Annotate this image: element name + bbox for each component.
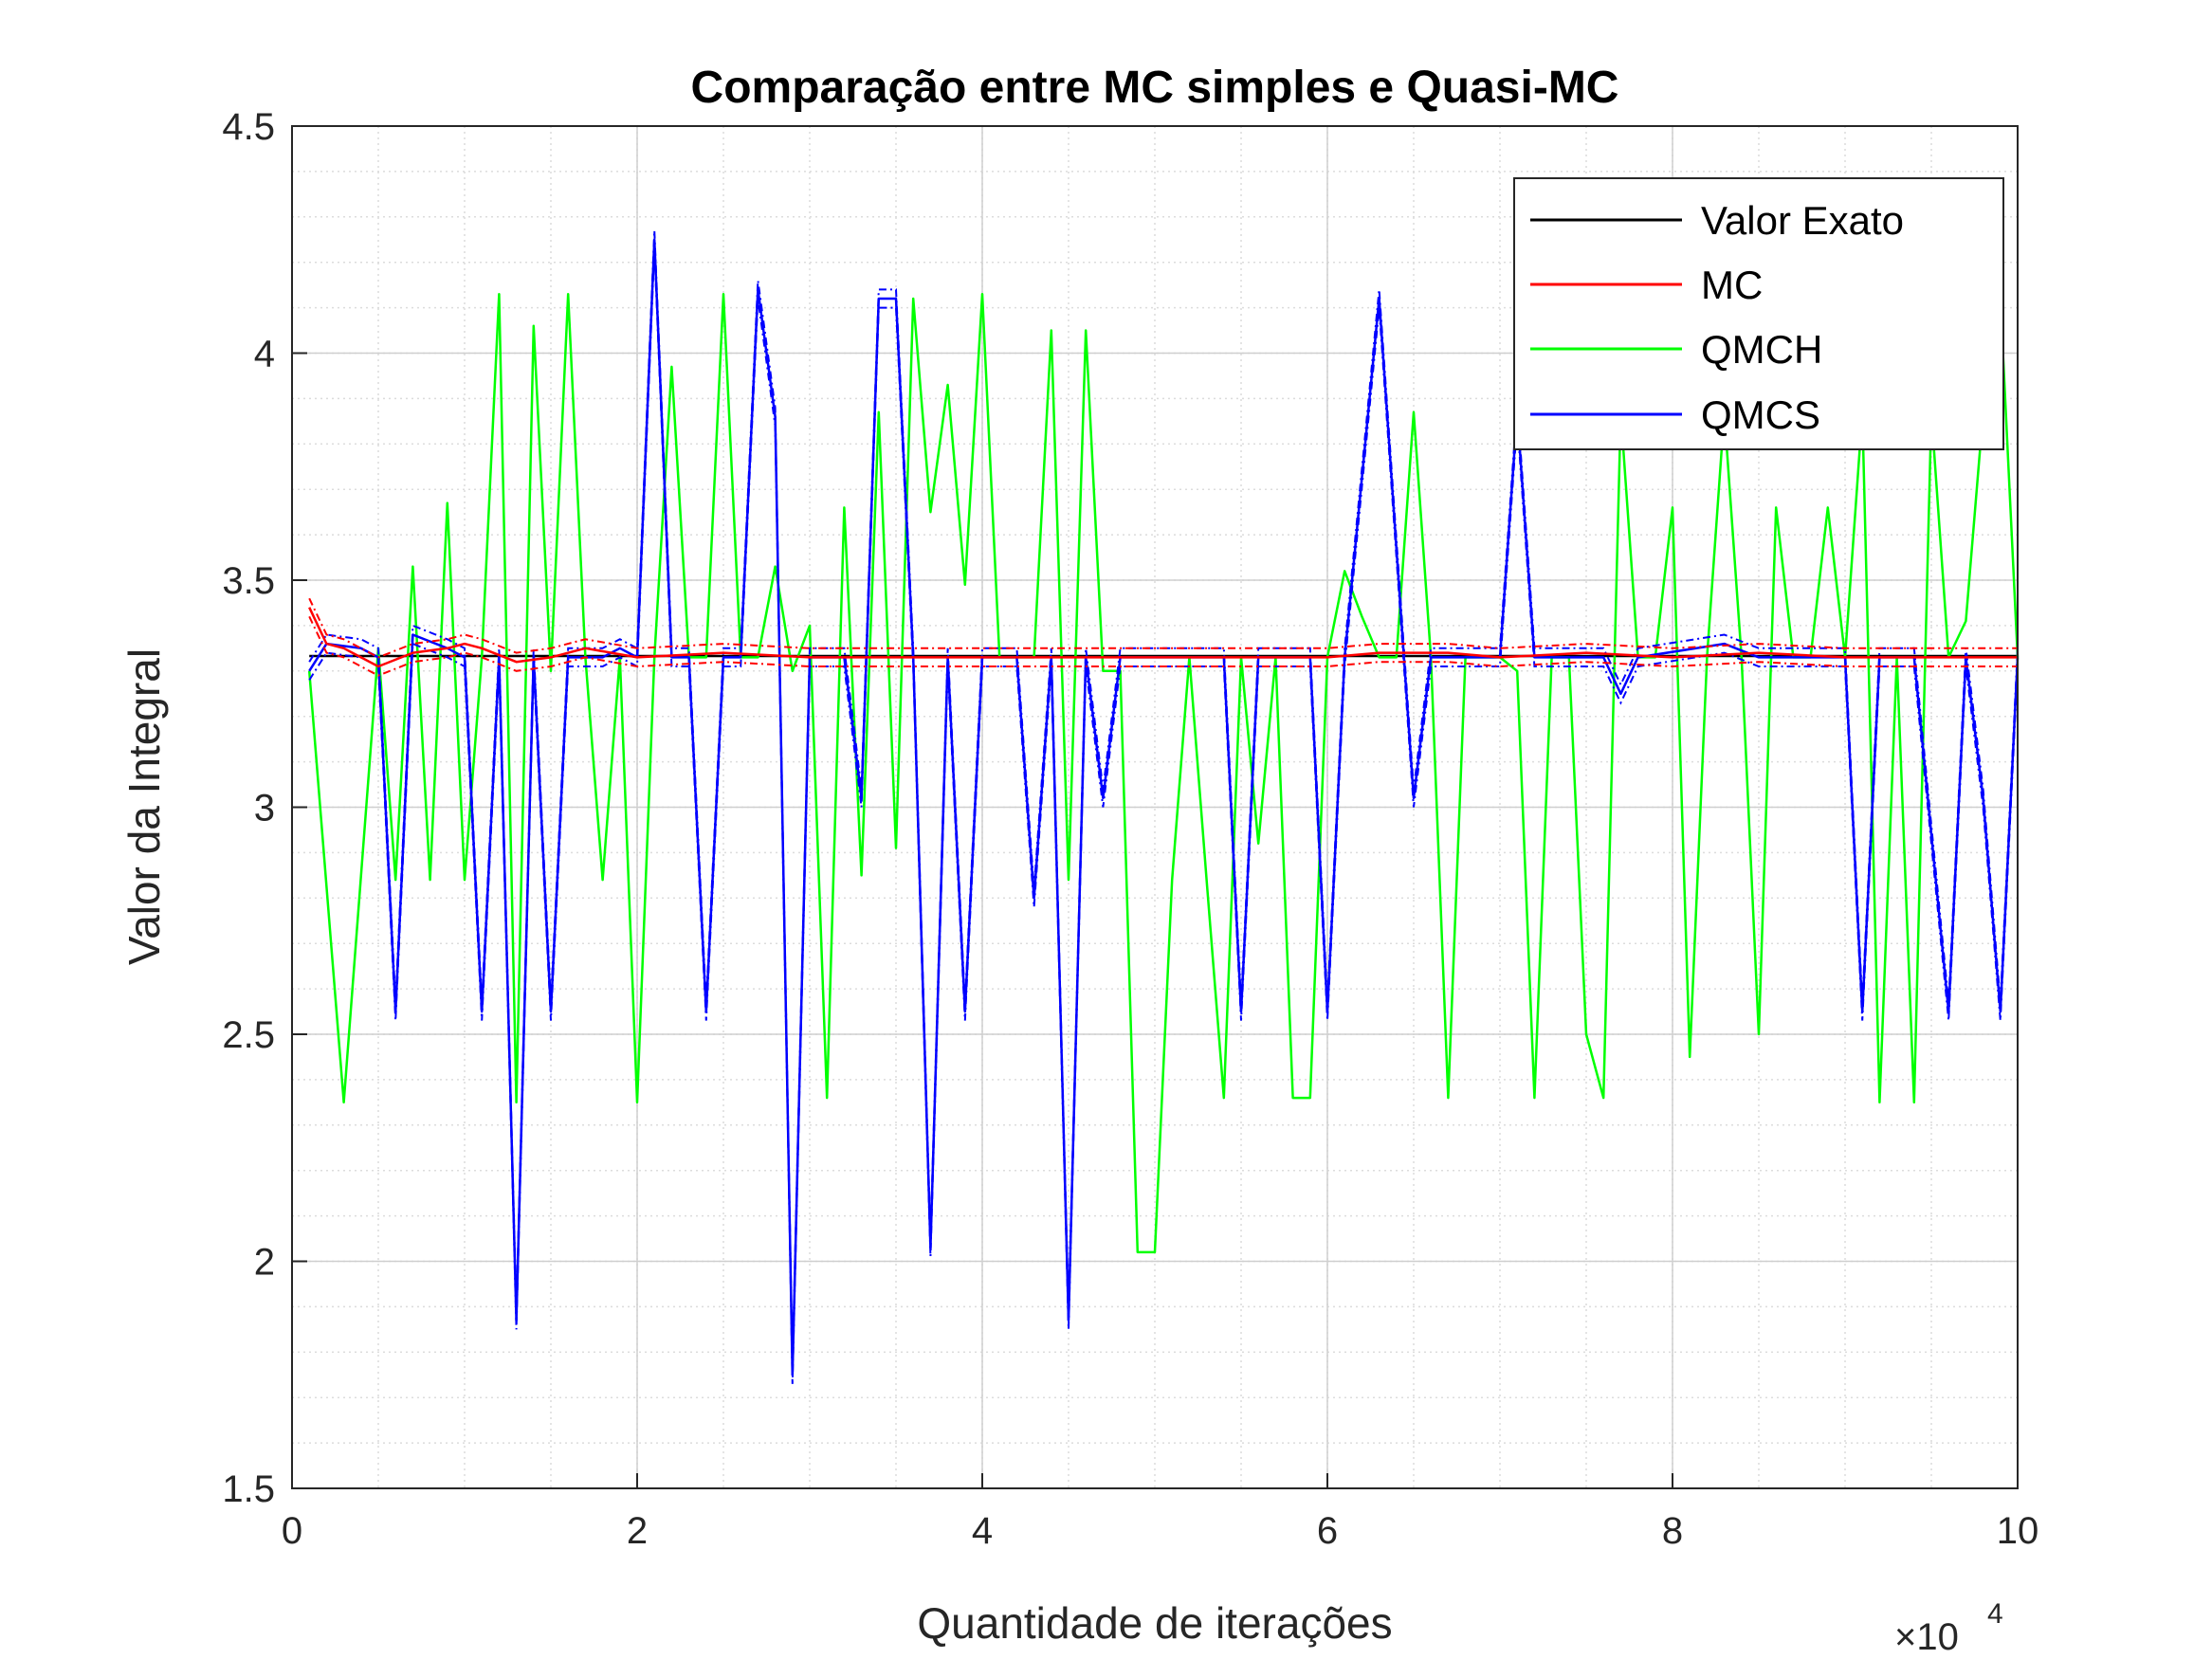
y-tick-label: 3.5 xyxy=(222,560,275,602)
series-line-qmch xyxy=(307,292,2020,1254)
y-tick-label: 3 xyxy=(254,788,275,830)
x-tick-label: 0 xyxy=(282,1510,302,1552)
x-exponent-label: ×10 xyxy=(1894,1616,1959,1658)
y-tick-label: 2 xyxy=(254,1242,275,1284)
y-tick-label: 2.5 xyxy=(222,1014,275,1056)
series-band-mc xyxy=(308,615,2018,677)
legend-label-qmch: QMCH xyxy=(1701,327,1822,372)
grid-layer xyxy=(291,125,2019,1489)
legend-box xyxy=(1513,177,2004,450)
x-tick-label: 8 xyxy=(1662,1510,1683,1552)
tick-layer: 0 2 4 6 8 10 1.5 2 2.5 3 3.5 4 4.5 xyxy=(222,106,2038,1552)
legend-label-valor-exato: Valor Exato xyxy=(1701,198,1904,243)
y-axis-label: Valor da Integral xyxy=(119,648,169,965)
legend-label-qmcs: QMCS xyxy=(1701,392,1820,437)
x-axis-label: Quantidade de iterações xyxy=(917,1598,1392,1648)
series-band-mc xyxy=(308,597,2018,659)
legend: Valor Exato MC QMCH QMCS xyxy=(1513,177,2004,450)
series-layer xyxy=(307,230,2020,1384)
y-tick-label: 4 xyxy=(254,334,275,375)
x-tick-label: 6 xyxy=(1317,1510,1338,1552)
y-tick-label: 1.5 xyxy=(222,1468,275,1510)
x-exponent-power: 4 xyxy=(1987,1598,2003,1630)
x-tick-label: 4 xyxy=(972,1510,993,1552)
series-band-qmcs xyxy=(308,230,2019,1366)
y-tick-label: 4.5 xyxy=(222,106,275,148)
x-tick-label: 10 xyxy=(1997,1510,2039,1552)
chart-title: Comparação entre MC simples e Quasi-MC xyxy=(691,63,1619,113)
x-tick-label: 2 xyxy=(627,1510,648,1552)
series-line-mc xyxy=(308,607,2018,668)
legend-label-mc: MC xyxy=(1701,263,1763,307)
